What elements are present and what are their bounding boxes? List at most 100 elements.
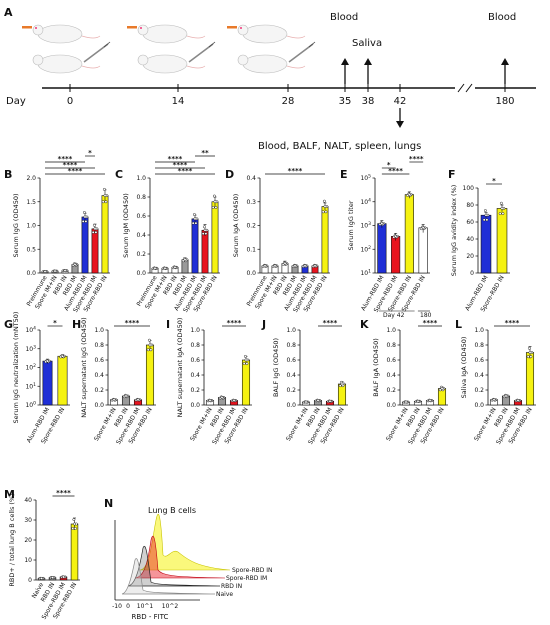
- data-point: [208, 399, 212, 402]
- y-tick-label: 1.0: [474, 327, 484, 334]
- y-tick-label: 0.8: [386, 342, 396, 349]
- data-point: [53, 269, 57, 273]
- data-point: [211, 206, 215, 209]
- panel-label-n: N: [104, 497, 113, 510]
- data-point: [220, 396, 224, 399]
- data-point: [324, 210, 328, 214]
- data-point: [243, 354, 247, 358]
- panel-a: A: [4, 6, 536, 152]
- event-blood-day35: Blood: [330, 12, 358, 23]
- data-point: [440, 387, 444, 390]
- bar: [70, 523, 79, 581]
- data-point: [485, 218, 489, 222]
- y-tick-label: 0.2: [94, 387, 104, 394]
- y-tick-label: 0.2: [190, 387, 200, 394]
- significance-label: ****: [227, 319, 242, 327]
- bar: [391, 236, 401, 274]
- y-tick-label: 103: [25, 344, 36, 353]
- panel-label-k: K: [360, 318, 369, 331]
- y-tick-label: 0.2: [136, 251, 146, 258]
- data-point: [526, 355, 530, 359]
- legend-naive: Naive: [216, 591, 233, 598]
- data-point: [91, 230, 95, 234]
- y-tick-label: 0.4: [286, 372, 296, 379]
- y-tick-label: 0.8: [474, 342, 484, 349]
- data-point: [103, 194, 107, 198]
- mouse-illustration-2: [127, 24, 216, 74]
- y-tick-label: 0.4: [94, 372, 104, 379]
- timeline-ticks: 0 14 28 35 38 42 180: [67, 84, 515, 107]
- panel-label-a: A: [4, 6, 13, 19]
- y-tick-label: 0.5: [26, 246, 36, 253]
- data-point: [147, 338, 151, 342]
- y-tick-label: 40: [24, 497, 32, 504]
- bar: [525, 352, 535, 406]
- y-tick-label: 1.0: [190, 327, 200, 334]
- data-point: [203, 228, 207, 232]
- data-point: [71, 527, 75, 530]
- data-point: [193, 217, 197, 221]
- significance-label: ****: [56, 489, 71, 497]
- bar: [337, 383, 347, 406]
- bar: [191, 218, 199, 274]
- bar: [42, 360, 53, 406]
- data-point: [273, 264, 277, 268]
- panel-g: G 100 101 102 103 104 Serum IgG neutralization…: [4, 312, 70, 445]
- event-blood-day180: Blood: [488, 12, 516, 23]
- y-axis-label: Serum IgG (OD450): [12, 193, 20, 257]
- data-point: [212, 194, 216, 198]
- tick-day-180: 180: [495, 96, 514, 107]
- data-point: [63, 269, 67, 273]
- significance-label: ****: [505, 319, 520, 327]
- data-point: [183, 258, 187, 262]
- significance-label: ****: [288, 167, 303, 175]
- data-point: [499, 201, 503, 205]
- bar: [145, 344, 155, 406]
- mouse-illustration-3: [227, 24, 316, 74]
- y-tick-label: 0.6: [136, 213, 146, 220]
- hist-naive: [121, 558, 216, 595]
- y-tick-label: 101: [360, 269, 371, 278]
- y-tick-label: 0.0: [26, 270, 36, 277]
- y-axis-label: BALF IgA (OD450): [372, 338, 380, 397]
- significance-label: ****: [68, 167, 83, 175]
- data-point: [73, 522, 76, 526]
- data-point: [492, 398, 496, 402]
- data-point: [81, 220, 85, 223]
- y-tick-label: 0: [28, 577, 32, 584]
- data-point: [124, 394, 128, 398]
- data-point: [72, 518, 76, 521]
- data-point: [303, 264, 307, 268]
- y-tick-label: 1.0: [136, 175, 146, 182]
- data-point: [321, 210, 325, 214]
- legend-spore-rbd-im: Spore-RBD IM: [226, 575, 267, 582]
- data-point: [529, 355, 533, 359]
- data-point: [201, 232, 205, 236]
- y-tick-label: 10: [24, 557, 32, 564]
- data-point: [293, 264, 297, 268]
- data-point: [380, 222, 384, 226]
- tick-day-38: 38: [362, 96, 375, 107]
- y-tick-label: 20: [466, 253, 474, 260]
- data-point: [328, 399, 332, 403]
- data-point: [191, 221, 195, 225]
- histogram-x-ticks: -10 0 10^1 10^2: [112, 603, 178, 610]
- y-tick-label: 100: [25, 401, 36, 410]
- data-point: [94, 230, 98, 234]
- data-point: [148, 343, 152, 347]
- significance-label: ****: [58, 155, 73, 163]
- y-tick-label: 0.2: [474, 387, 484, 394]
- y-axis-label: Serum IgA (OD450): [232, 194, 240, 257]
- bar: [201, 229, 209, 274]
- panel-h: H 0.0 0.2 0.4 0.6 0.8 1.0 NALT supernatant IgG …: [72, 317, 156, 446]
- y-axis-label: Serum IgM (OD450): [122, 193, 130, 258]
- legend-rbd-in: RBD IN: [221, 583, 242, 590]
- y-tick-label: 104: [25, 326, 36, 335]
- data-point: [51, 576, 54, 580]
- y-tick-label: 0.6: [190, 357, 200, 364]
- data-point: [404, 400, 408, 404]
- data-point: [202, 225, 206, 229]
